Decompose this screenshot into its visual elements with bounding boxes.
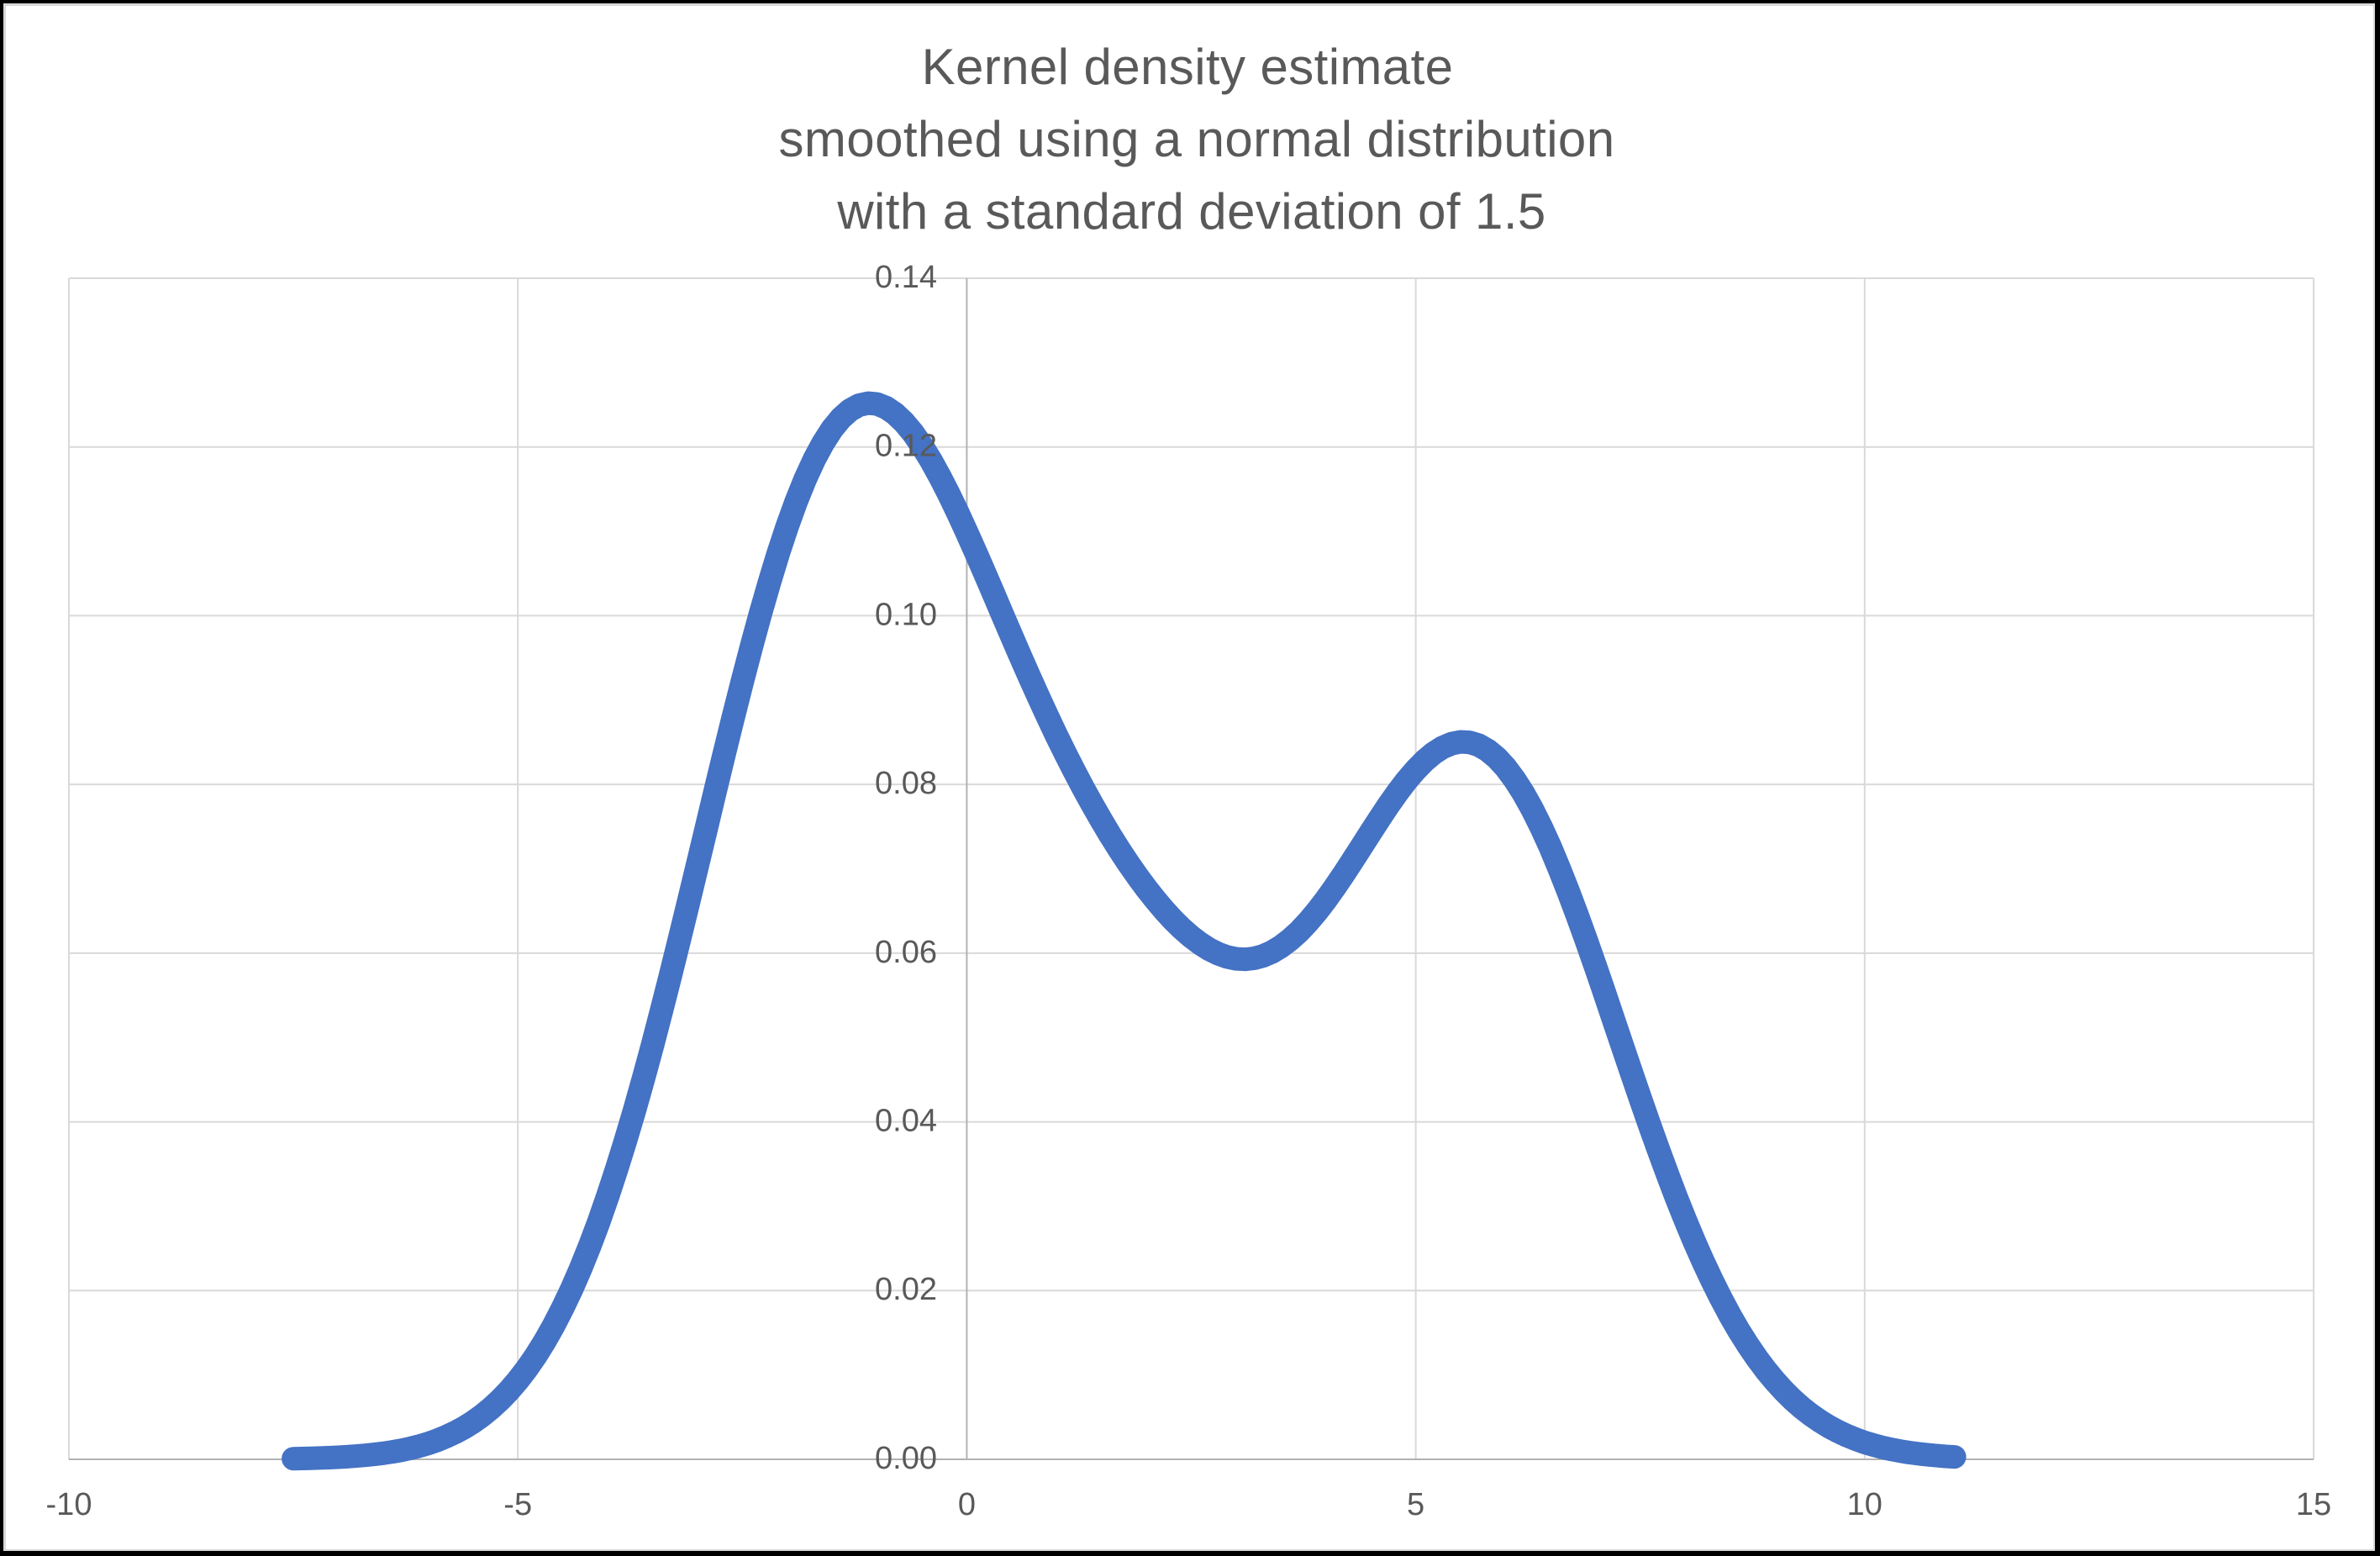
svg-text:with a standard deviation of 1: with a standard deviation of 1.5 (836, 183, 1545, 240)
svg-text:0: 0 (958, 1487, 976, 1522)
svg-text:0.10: 0.10 (875, 597, 937, 632)
svg-text:0.02: 0.02 (875, 1272, 937, 1307)
svg-text:0.04: 0.04 (875, 1104, 937, 1139)
svg-text:0.00: 0.00 (875, 1441, 937, 1476)
svg-text:Kernel density estimate: Kernel density estimate (922, 39, 1454, 95)
svg-text:0.08: 0.08 (875, 766, 937, 801)
svg-text:15: 15 (2296, 1487, 2331, 1522)
svg-text:5: 5 (1407, 1487, 1424, 1522)
svg-text:smoothed using a normal distri: smoothed using a normal distribution (779, 111, 1615, 167)
svg-text:10: 10 (1847, 1487, 1882, 1522)
svg-text:0.12: 0.12 (875, 429, 937, 464)
svg-text:-10: -10 (46, 1487, 92, 1522)
svg-text:0.06: 0.06 (875, 935, 937, 970)
svg-text:-5: -5 (503, 1487, 532, 1522)
svg-text:0.14: 0.14 (875, 260, 937, 295)
